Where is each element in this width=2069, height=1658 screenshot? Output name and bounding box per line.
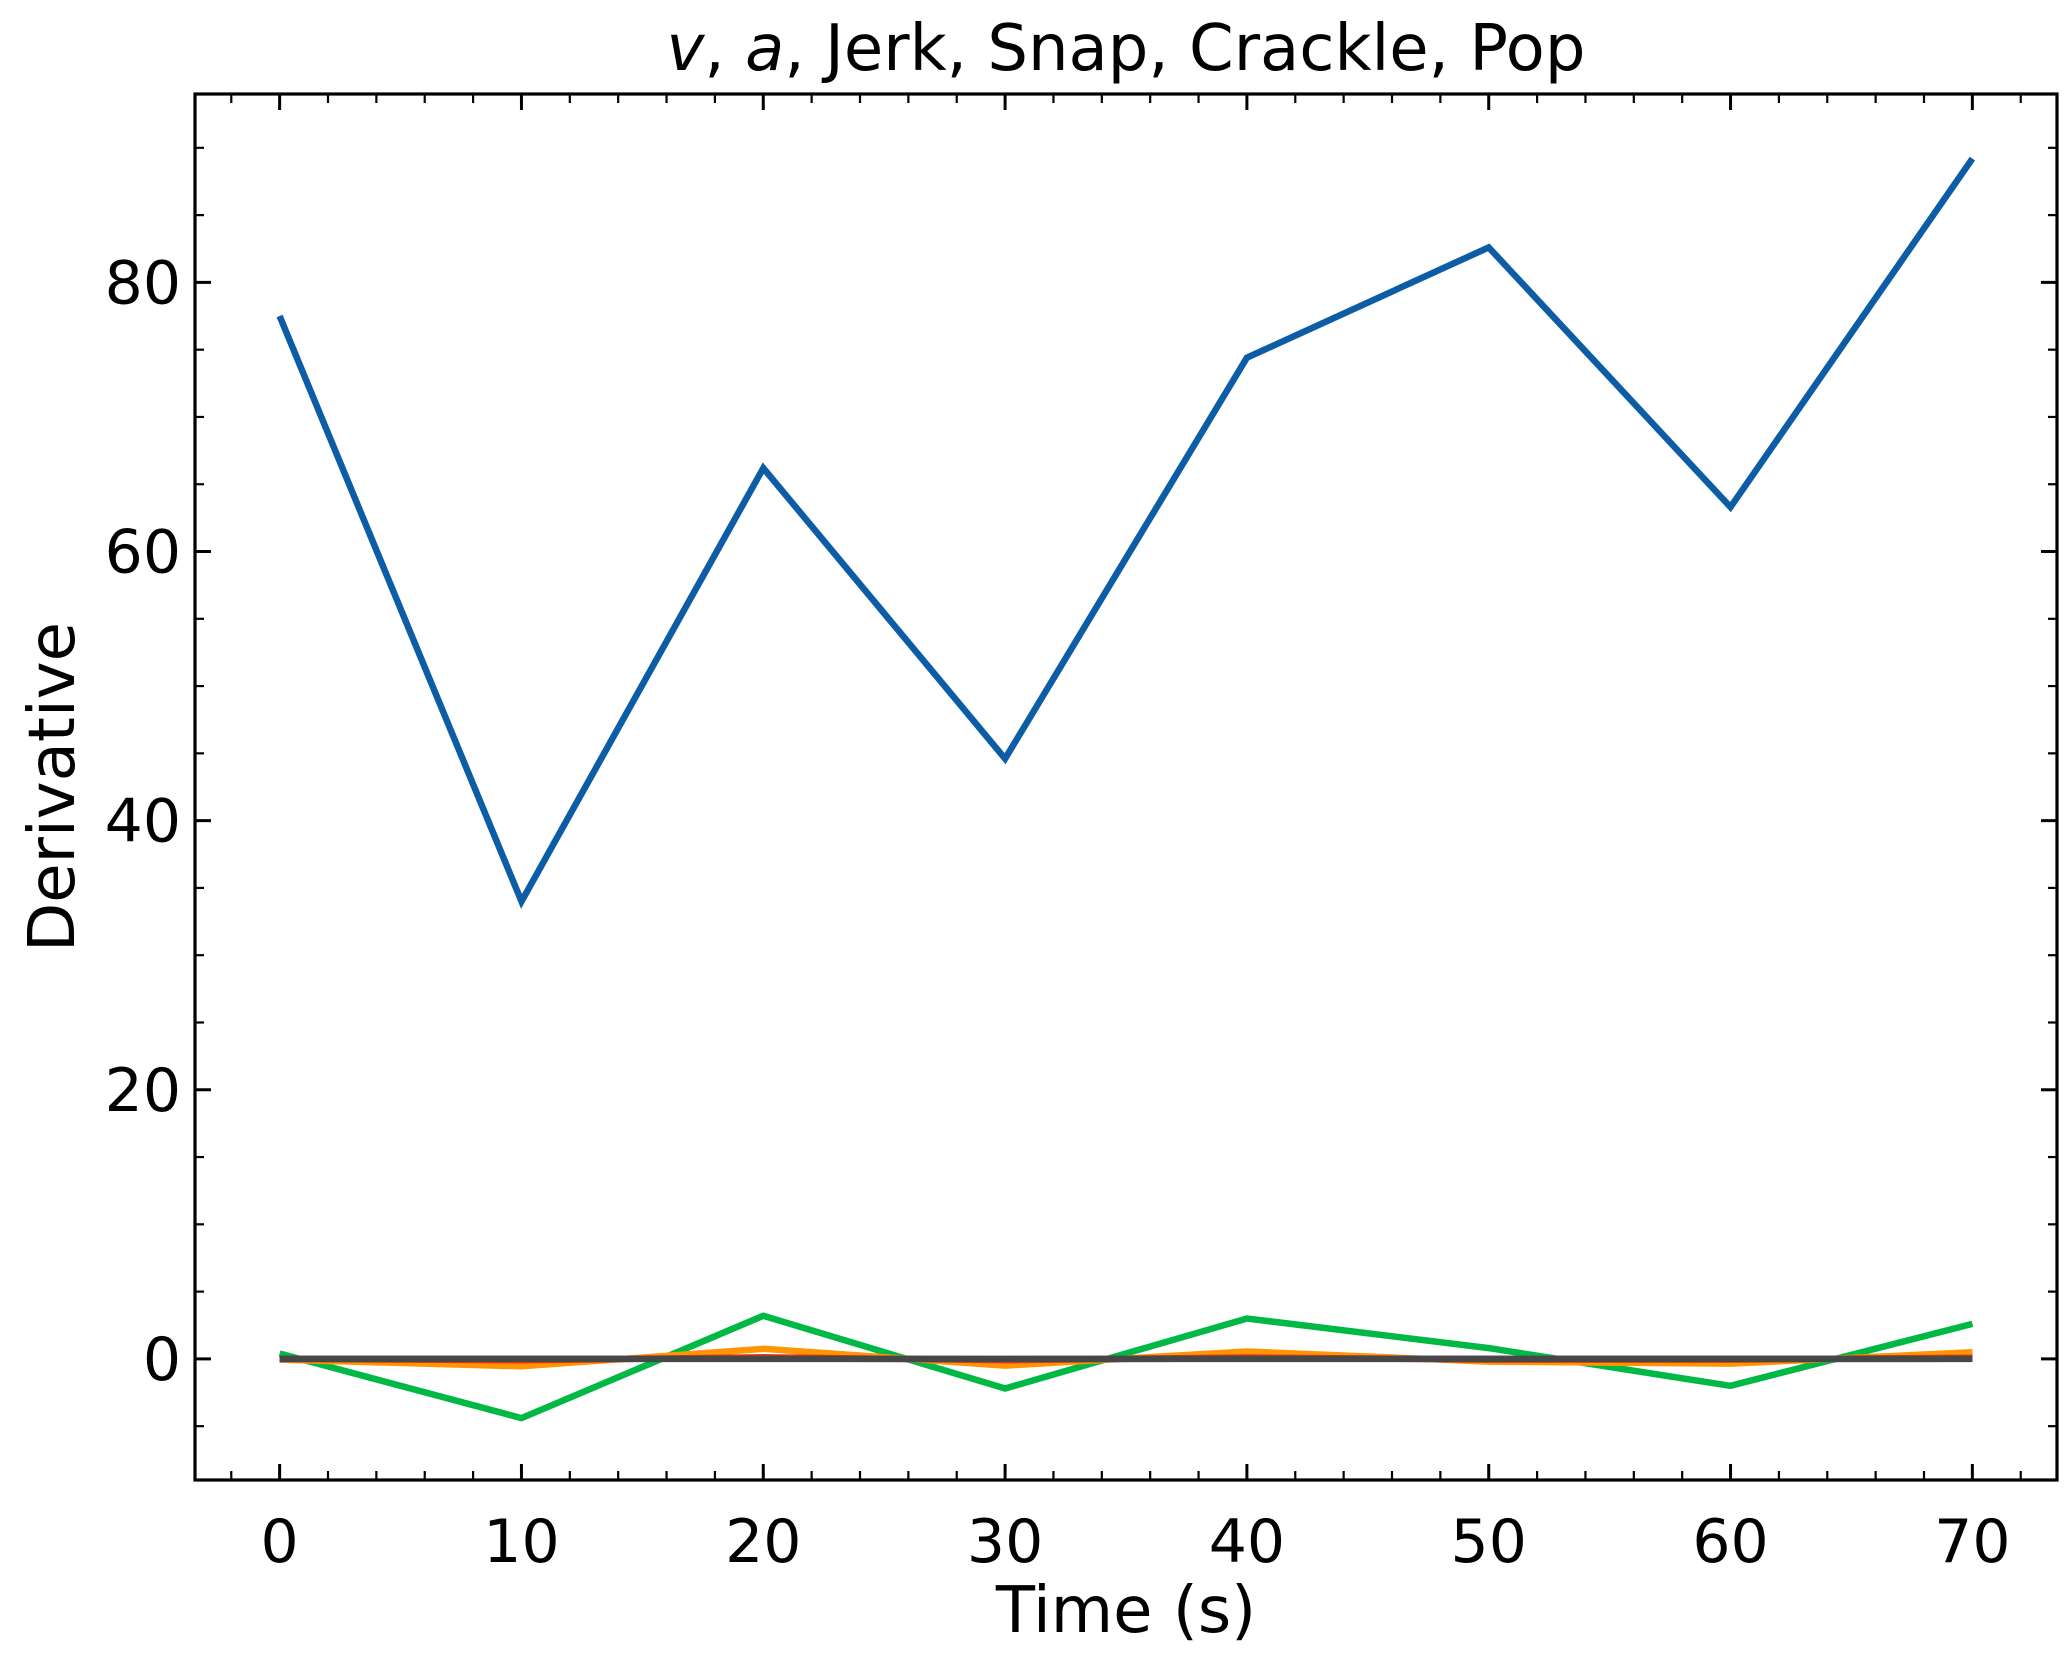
chart-title-part: v [667, 12, 706, 86]
y-tick-label: 0 [143, 1325, 181, 1395]
chart-title-part: , Jerk, Snap, Crackle, Pop [784, 12, 1585, 86]
x-tick-label: 60 [1692, 1507, 1768, 1577]
x-tick-label: 30 [967, 1507, 1043, 1577]
x-tick-label: 0 [261, 1507, 299, 1577]
plot-frame [193, 92, 2059, 1482]
x-axis-title: Time (s) [995, 1574, 1256, 1648]
x-tick-label: 70 [1934, 1507, 2010, 1577]
y-tick-label: 80 [105, 248, 181, 318]
series-line-velocity [276, 156, 1976, 909]
y-axis-title: Derivative [16, 622, 90, 952]
series-line-acceleration [278, 1312, 1974, 1422]
y-tick-label: 40 [105, 787, 181, 857]
y-tick-label: 20 [105, 1056, 181, 1126]
chart-title: v, a, Jerk, Snap, Crackle, Pop [667, 12, 1586, 86]
x-tick-label: 40 [1209, 1507, 1285, 1577]
series-layer [276, 156, 1976, 1422]
x-tick-label: 50 [1451, 1507, 1527, 1577]
y-tick-label: 60 [105, 518, 181, 588]
x-tick-label: 10 [483, 1507, 559, 1577]
chart-title-part: , [704, 12, 745, 86]
x-tick-label: 20 [725, 1507, 801, 1577]
ticks-layer: 0 10 20 30 40 50 60 70 0 20 40 60 80 [105, 94, 2057, 1577]
chart-title-part: a [745, 12, 784, 86]
